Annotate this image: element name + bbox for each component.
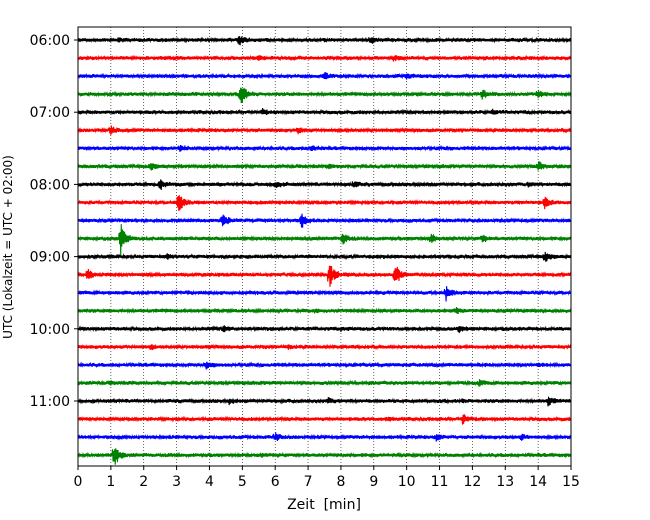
minute-grid: [110, 27, 539, 466]
trace-0645: [77, 87, 572, 104]
trace-0600: [77, 36, 572, 46]
x-tick-label: 7: [304, 474, 313, 490]
trace-0630: [77, 72, 572, 80]
y-tick-label: 10:00: [30, 322, 70, 338]
trace-0745: [77, 161, 572, 171]
trace-0700: [77, 108, 572, 116]
x-axis-ticks: 0 1 2 3 4 5 6 7 8 9 10 11 12 13 14 15: [74, 466, 580, 490]
trace-0800: [77, 179, 572, 191]
trace-1030: [77, 361, 572, 370]
x-tick-label: 0: [74, 474, 83, 490]
trace-0930: [77, 286, 572, 302]
x-tick-label: 12: [463, 474, 481, 490]
y-axis-label: UTC (Lokalzeit = UTC + 02:00): [1, 155, 15, 339]
trace-0830: [77, 213, 572, 228]
x-tick-label: 6: [271, 474, 280, 490]
y-tick-label: 06:00: [30, 33, 70, 49]
x-tick-label: 14: [529, 474, 547, 490]
x-axis-label: Zeit [min]: [287, 497, 361, 513]
x-tick-label: 13: [496, 474, 514, 490]
trace-0945: [77, 307, 572, 315]
trace-1000: [77, 325, 572, 334]
x-tick-label: 2: [139, 474, 148, 490]
x-tick-label: 9: [369, 474, 378, 490]
y-tick-label: 08:00: [30, 177, 70, 193]
x-tick-label: 1: [106, 474, 115, 490]
y-tick-label: 09:00: [30, 250, 70, 266]
trace-0815: [77, 195, 572, 212]
x-tick-label: 11: [431, 474, 449, 490]
trace-1145: [77, 448, 572, 465]
trace-1045: [77, 379, 572, 387]
trace-1130: [77, 432, 572, 442]
trace-0845: [77, 224, 572, 256]
trace-0715: [77, 125, 572, 136]
trace-1100: [77, 396, 572, 407]
trace-0730: [77, 144, 572, 152]
trace-0915: [77, 265, 572, 287]
y-axis-ticks: 06:00 07:00 08:00 09:00 10:00 11:00: [30, 33, 78, 410]
x-tick-label: 10: [398, 474, 416, 490]
x-tick-label: 8: [336, 474, 345, 490]
plot-frame: [77, 26, 572, 467]
y-tick-label: 11:00: [30, 394, 70, 410]
y-tick-label: 07:00: [30, 105, 70, 121]
seismic-traces: [77, 36, 572, 465]
trace-1115: [77, 413, 572, 425]
x-tick-label: 5: [238, 474, 247, 490]
trace-1015: [77, 343, 572, 351]
x-tick-label: 3: [172, 474, 181, 490]
trace-0615: [77, 54, 572, 62]
trace-0900: [77, 251, 572, 262]
x-tick-label: 15: [562, 474, 580, 490]
x-tick-label: 4: [205, 474, 214, 490]
